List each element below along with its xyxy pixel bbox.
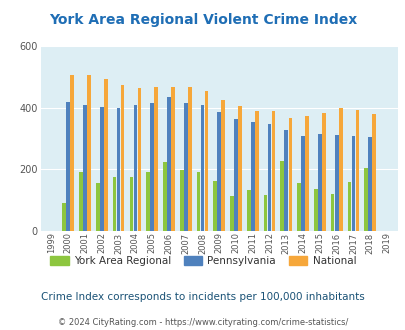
Bar <box>188 87 191 231</box>
Bar <box>301 136 304 231</box>
Bar <box>87 75 91 231</box>
Bar <box>363 168 367 231</box>
Bar <box>150 103 153 231</box>
Bar <box>317 134 321 231</box>
Bar <box>263 195 267 231</box>
Bar <box>221 100 224 231</box>
Bar <box>330 194 334 231</box>
Bar <box>183 103 187 231</box>
Bar <box>79 173 83 231</box>
Bar <box>351 136 354 231</box>
Bar <box>305 116 308 231</box>
Bar <box>66 102 70 231</box>
Text: York Area Regional Violent Crime Index: York Area Regional Violent Crime Index <box>49 13 356 27</box>
Bar <box>334 135 338 231</box>
Text: © 2024 CityRating.com - https://www.cityrating.com/crime-statistics/: © 2024 CityRating.com - https://www.city… <box>58 318 347 327</box>
Bar <box>117 108 120 231</box>
Bar <box>338 108 342 231</box>
Legend: York Area Regional, Pennsylvania, National: York Area Regional, Pennsylvania, Nation… <box>45 251 360 270</box>
Bar <box>284 130 288 231</box>
Bar <box>120 85 124 231</box>
Bar <box>70 75 74 231</box>
Bar <box>217 113 221 231</box>
Bar <box>104 79 107 231</box>
Bar <box>313 189 317 231</box>
Bar <box>163 162 166 231</box>
Bar <box>129 177 133 231</box>
Bar <box>246 190 250 231</box>
Bar <box>238 106 241 231</box>
Bar <box>100 107 103 231</box>
Bar <box>196 172 200 231</box>
Bar <box>371 114 375 231</box>
Bar <box>113 177 116 231</box>
Bar <box>62 203 66 231</box>
Bar <box>355 110 358 231</box>
Bar <box>234 119 237 231</box>
Bar <box>146 173 149 231</box>
Bar <box>254 112 258 231</box>
Bar <box>96 183 99 231</box>
Bar <box>154 87 158 231</box>
Bar <box>321 113 325 231</box>
Bar <box>280 161 283 231</box>
Bar <box>367 137 371 231</box>
Bar <box>83 105 87 231</box>
Bar <box>171 87 175 231</box>
Bar <box>213 181 217 231</box>
Bar <box>137 88 141 231</box>
Text: Crime Index corresponds to incidents per 100,000 inhabitants: Crime Index corresponds to incidents per… <box>41 292 364 302</box>
Bar <box>230 196 233 231</box>
Bar <box>288 118 292 231</box>
Bar <box>250 122 254 231</box>
Bar <box>200 105 204 231</box>
Bar <box>271 112 275 231</box>
Bar <box>347 182 350 231</box>
Bar <box>179 170 183 231</box>
Bar <box>204 90 208 231</box>
Bar <box>167 97 171 231</box>
Bar <box>296 183 300 231</box>
Bar <box>133 105 137 231</box>
Bar <box>267 124 271 231</box>
